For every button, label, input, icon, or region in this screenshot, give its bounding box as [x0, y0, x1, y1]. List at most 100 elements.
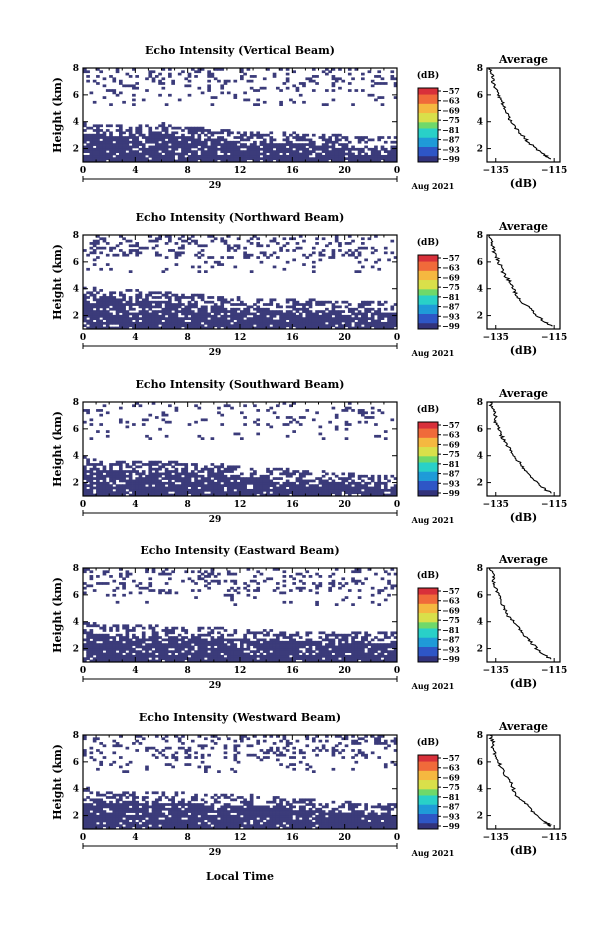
echo-cell — [308, 253, 313, 257]
echo-cell — [266, 319, 270, 323]
echo-cell — [122, 140, 126, 144]
echo-cell — [174, 312, 179, 316]
echo-cell — [275, 486, 280, 490]
echo-cell — [334, 486, 339, 490]
echo-cell — [200, 481, 205, 485]
echo-cell — [132, 98, 136, 102]
echo-cell — [148, 291, 153, 295]
echo-cell — [387, 312, 391, 316]
echo-cell — [128, 647, 133, 651]
echo-cell — [256, 486, 261, 490]
echo-cell — [243, 131, 247, 135]
echo-cell — [220, 647, 225, 651]
echo-cell — [200, 68, 205, 71]
echo-cell — [99, 652, 104, 656]
echo-cell — [99, 70, 104, 74]
echo-cell — [187, 159, 192, 163]
echo-cell — [168, 150, 172, 153]
echo-cell — [125, 652, 130, 656]
echo-cell — [269, 145, 274, 149]
echo-cell — [233, 643, 238, 646]
echo-cell — [132, 657, 136, 661]
echo-cell — [243, 143, 247, 146]
echo-cell — [92, 321, 97, 325]
echo-cell — [269, 629, 274, 632]
echo-cell — [230, 159, 234, 163]
echo-cell — [259, 86, 264, 90]
echo-cell — [197, 643, 202, 646]
echo-cell — [89, 584, 94, 588]
echo-cell — [253, 145, 257, 149]
echo-cell — [338, 314, 342, 318]
echo-cell — [118, 470, 123, 473]
echo-cell — [197, 138, 202, 142]
echo-cell — [217, 319, 221, 323]
echo-cell — [161, 86, 166, 90]
echo-cell — [145, 324, 149, 328]
colorbar-segment — [418, 292, 438, 296]
echo-cell — [341, 659, 346, 663]
echo-cell — [311, 640, 316, 644]
echo-cell — [226, 300, 231, 304]
x-tick-label: 0 — [80, 333, 86, 343]
echo-cell — [230, 579, 234, 583]
echo-cell — [187, 659, 192, 663]
echo-cell — [164, 582, 169, 585]
echo-cell — [321, 652, 326, 656]
echo-cell — [109, 472, 113, 476]
echo-cell — [151, 326, 156, 330]
echo-cell — [321, 631, 326, 635]
echo-cell — [148, 493, 153, 497]
echo-cell — [285, 147, 290, 151]
echo-cell — [213, 575, 218, 578]
echo-cell — [148, 465, 153, 469]
echo-cell — [174, 626, 179, 630]
echo-cell — [341, 577, 346, 581]
echo-cell — [138, 654, 143, 658]
echo-cell — [132, 152, 136, 156]
echo-cell — [190, 298, 195, 302]
echo-cell — [132, 640, 136, 644]
echo-cell — [275, 305, 280, 309]
echo-cell — [354, 650, 359, 653]
echo-cell — [390, 319, 395, 323]
echo-cell — [367, 93, 372, 97]
avg-y-tick-label: 8 — [477, 64, 483, 74]
echo-cell — [347, 150, 352, 153]
echo-cell — [164, 293, 169, 297]
echo-cell — [269, 300, 274, 304]
echo-cell — [357, 136, 362, 139]
echo-cell — [223, 593, 228, 597]
echo-cell — [118, 293, 123, 297]
echo-cell — [377, 319, 382, 323]
echo-cell — [99, 413, 104, 417]
echo-cell — [256, 481, 261, 485]
echo-cell — [279, 249, 283, 252]
echo-cell — [338, 326, 342, 330]
echo-cell — [266, 409, 270, 412]
echo-cell — [128, 244, 133, 248]
echo-cell — [190, 303, 195, 306]
echo-cell — [256, 310, 261, 313]
echo-cell — [135, 488, 139, 492]
echo-cell — [210, 643, 215, 646]
echo-cell — [315, 640, 319, 644]
echo-cell — [135, 126, 139, 130]
echo-cell — [105, 647, 110, 651]
echo-cell — [138, 324, 143, 328]
echo-cell — [226, 481, 231, 485]
echo-cell — [249, 491, 254, 495]
echo-cell — [331, 143, 336, 146]
echo-cell — [298, 154, 303, 158]
echo-cell — [390, 152, 395, 156]
echo-cell — [190, 474, 195, 478]
echo-cell — [223, 491, 228, 495]
echo-cell — [187, 652, 192, 656]
echo-cell — [357, 657, 362, 661]
y-tick-label: 2 — [73, 312, 79, 322]
echo-cell — [197, 570, 202, 574]
colorbar-segment — [418, 310, 438, 314]
echo-cell — [118, 79, 123, 83]
echo-cell — [334, 326, 339, 330]
echo-cell — [102, 582, 107, 585]
